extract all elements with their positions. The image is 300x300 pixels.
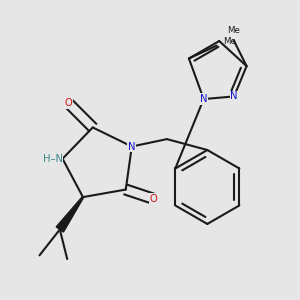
Text: N: N bbox=[200, 94, 207, 104]
Text: N: N bbox=[128, 142, 136, 152]
Text: N: N bbox=[230, 92, 238, 101]
Text: Me: Me bbox=[223, 38, 236, 46]
Text: O: O bbox=[150, 194, 158, 204]
Text: H–N: H–N bbox=[43, 154, 62, 164]
Text: O: O bbox=[65, 98, 73, 108]
Text: Me: Me bbox=[227, 26, 240, 35]
Polygon shape bbox=[56, 197, 83, 232]
